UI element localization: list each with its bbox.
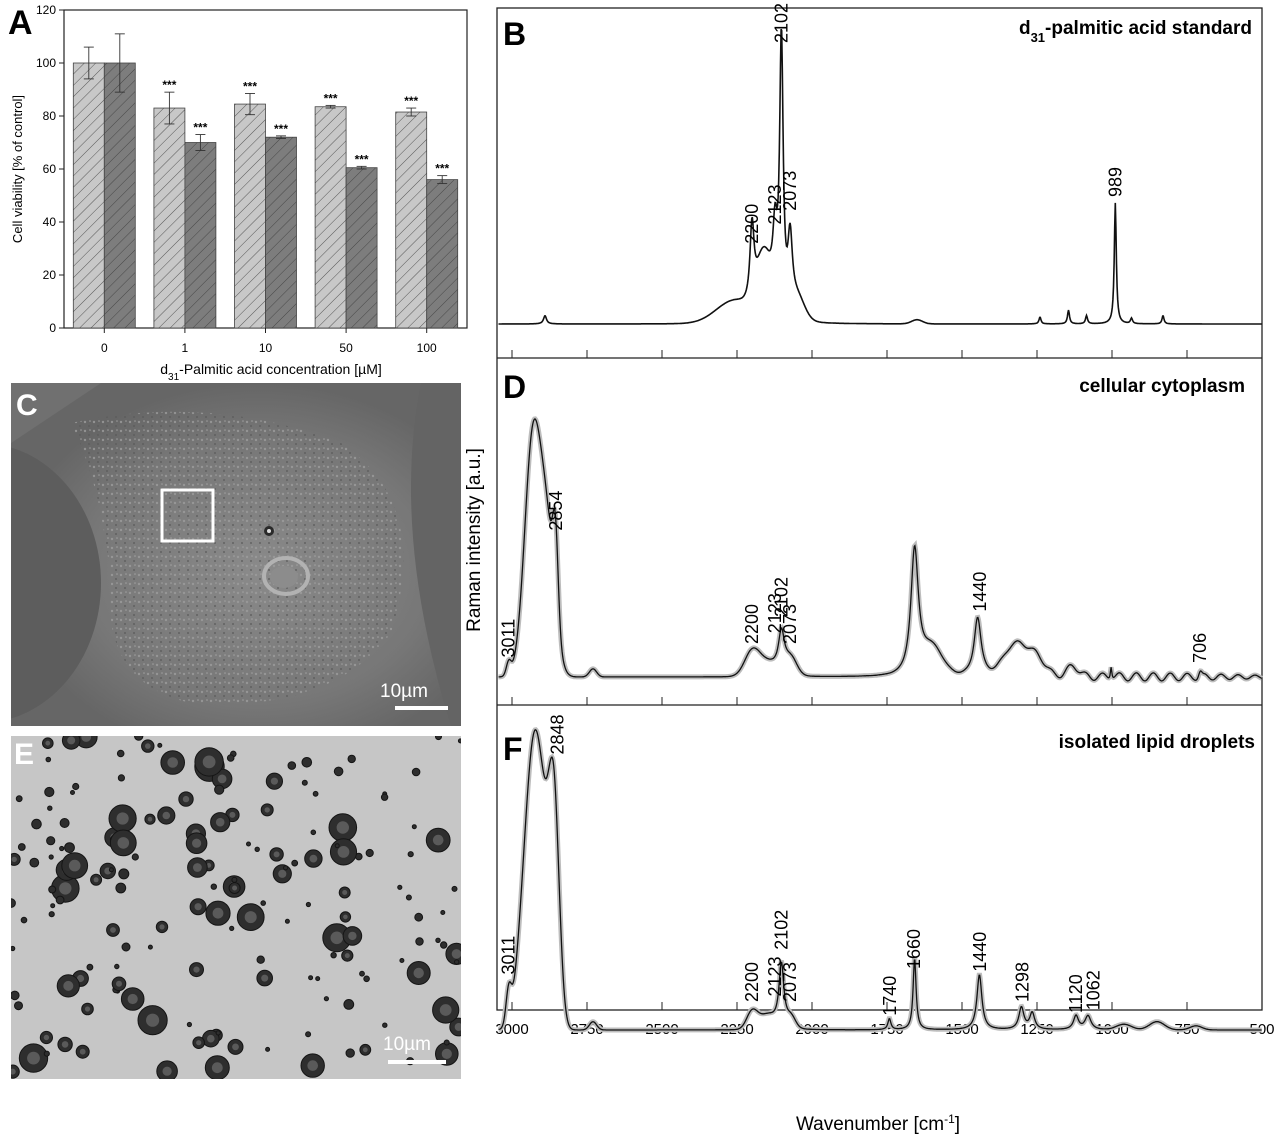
spectrum-f-peak-label: 1298 <box>1013 962 1033 1002</box>
panel-a-y-tick-label: 40 <box>43 215 57 229</box>
panel-c-micrograph: C 10µm <box>11 383 461 726</box>
panel-a-y-tick-label: 80 <box>43 109 57 123</box>
panel-a-y-tick-label: 20 <box>43 268 57 282</box>
panel-a-bar-hatch <box>426 179 458 328</box>
spectrum-f-peak-label: 1120 <box>1066 974 1086 1013</box>
spectrum-d-peak-label: 2200 <box>742 604 762 644</box>
panel-d-letter: D <box>503 369 526 405</box>
panel-a-significance-label: *** <box>162 78 176 92</box>
panel-a-letter: A <box>8 4 33 42</box>
panel-a-x-axis: 0 1 10 50 100 <box>101 328 437 355</box>
panel-a-x-tick-label: 50 <box>339 341 353 355</box>
spectrum-d-peak-label: 3011 <box>499 619 519 658</box>
spectrum-b-peak-label: 989 <box>1105 167 1125 197</box>
panel-a-y-axis-label: Cell viability [% of control] <box>10 95 25 243</box>
spectra-x-axis-label: Wavenumber [cm-1] <box>796 1112 960 1135</box>
panel-c-image <box>11 383 461 726</box>
raman-spectra: B d31-palmitic acid standard D cellular … <box>464 3 1275 1135</box>
panel-a-significance-label: *** <box>404 94 418 108</box>
spectrum-d-trace <box>498 418 1262 682</box>
panel-e-micrograph: E 10µm <box>11 736 461 1079</box>
panel-a-bar-hatch <box>73 63 105 328</box>
panel-a-y-tick-label: 120 <box>36 3 56 17</box>
spectrum-b-peak-label: 2102 <box>771 3 791 43</box>
panel-c-scalebar-label: 10µm <box>380 681 428 702</box>
panel-a-significance-label: *** <box>324 91 338 105</box>
panel-a-bars: *** *** *** *** *** *** *** *** <box>72 33 459 329</box>
panel-f-title: isolated lipid droplets <box>1059 732 1255 753</box>
spectra-x-axis: 3000 2750 2500 2250 2000 1750 1500 1250 1000 750 5… <box>495 350 1275 1038</box>
panel-a-bar-hatch <box>315 106 347 328</box>
panel-a-y-axis: 0 20 40 60 80 100 120 <box>36 3 64 335</box>
spectrum-d-peak-label: 2073 <box>780 604 800 644</box>
spectrum-b-trace <box>498 28 1262 325</box>
panel-a-x-tick-label: 0 <box>101 341 108 355</box>
panel-a-bar-hatch <box>234 104 266 328</box>
panel-e-letter: E <box>14 738 35 771</box>
panel-a-bar-hatch <box>265 137 297 328</box>
spectrum-f-peak-label: 3011 <box>499 936 519 975</box>
spectra-x-tick-label: 1250 <box>1020 1021 1053 1038</box>
panel-d-title: cellular cytoplasm <box>1079 376 1245 397</box>
panel-a-bar-hatch <box>153 108 185 328</box>
panel-a-bar-hatch <box>104 63 136 328</box>
panel-a-x-tick-label: 100 <box>417 341 437 355</box>
panel-a-bar-hatch <box>395 112 427 329</box>
panel-c-letter: C <box>16 389 38 422</box>
panel-a-y-tick-label: 0 <box>49 321 56 335</box>
panel-a-significance-label: *** <box>435 162 449 176</box>
panel-c-roi-box <box>160 488 215 543</box>
spectra-x-tick-label: 500 <box>1249 1021 1274 1038</box>
lipid-droplets <box>11 736 461 1079</box>
spectrum-f-peak-label: 2102 <box>771 910 791 950</box>
spectrum-d-halo <box>498 416 1263 684</box>
panel-b-title: d31-palmitic acid standard <box>1019 18 1252 45</box>
panel-a-significance-label: *** <box>193 121 207 135</box>
spectrum-f-peak-label: 2200 <box>742 962 762 1002</box>
spectrum-f-peak-label: 2073 <box>780 962 800 1002</box>
spectrum-b-peak-label: 2123 <box>765 184 785 224</box>
spectrum-b-peak-label: 2073 <box>780 171 800 211</box>
spectrum-d-peak-label: 2102 <box>771 577 791 617</box>
panel-a-significance-label: *** <box>274 122 288 136</box>
panel-e-scalebar-label: 10µm <box>383 1034 431 1055</box>
panel-a-y-tick-label: 100 <box>36 56 56 70</box>
spectra-frame <box>496 7 1263 1011</box>
panel-f-letter: F <box>503 731 523 767</box>
spectrum-b-peak-labels: 2200 2123 2102 2073 989 <box>742 3 1125 244</box>
panel-a-x-axis-label: d31-Palmitic acid concentration [µM] <box>160 361 382 383</box>
panel-a-x-tick-label: 10 <box>259 341 273 355</box>
spectrum-b-peak-label: 2200 <box>742 204 762 244</box>
spectrum-f-peak-label: 1660 <box>904 929 924 969</box>
spectrum-f-trace <box>498 729 1262 1031</box>
panel-a-significance-label: *** <box>355 152 369 166</box>
spectrum-f-peak-label: 2848 <box>548 714 568 754</box>
panel-a-y-tick-label: 60 <box>43 162 57 176</box>
spectrum-d-peak-label: 1440 <box>970 572 990 612</box>
panel-a-significance-label: *** <box>243 79 257 93</box>
panel-a-bar-hatch <box>184 142 216 328</box>
spectrum-f-peak-label: 1440 <box>970 932 990 972</box>
panel-b-letter: B <box>503 16 526 52</box>
spectrum-f-peak-label: 1062 <box>1083 970 1103 1010</box>
spectra-y-axis-label: Raman intensity [a.u.] <box>464 448 485 632</box>
panel-a-bar-hatch <box>346 167 378 328</box>
spectrum-d-peak-label: 2854 <box>546 491 566 531</box>
panel-a-x-tick-label: 1 <box>182 341 189 355</box>
spectrum-f-peak-label: 2123 <box>765 956 785 996</box>
panel-e-image <box>11 736 461 1079</box>
spectrum-f-peak-label: 1740 <box>880 976 900 1016</box>
spectrum-d-peak-label: 2123 <box>765 593 785 633</box>
spectrum-d-peak-label: 706 <box>1190 633 1210 663</box>
